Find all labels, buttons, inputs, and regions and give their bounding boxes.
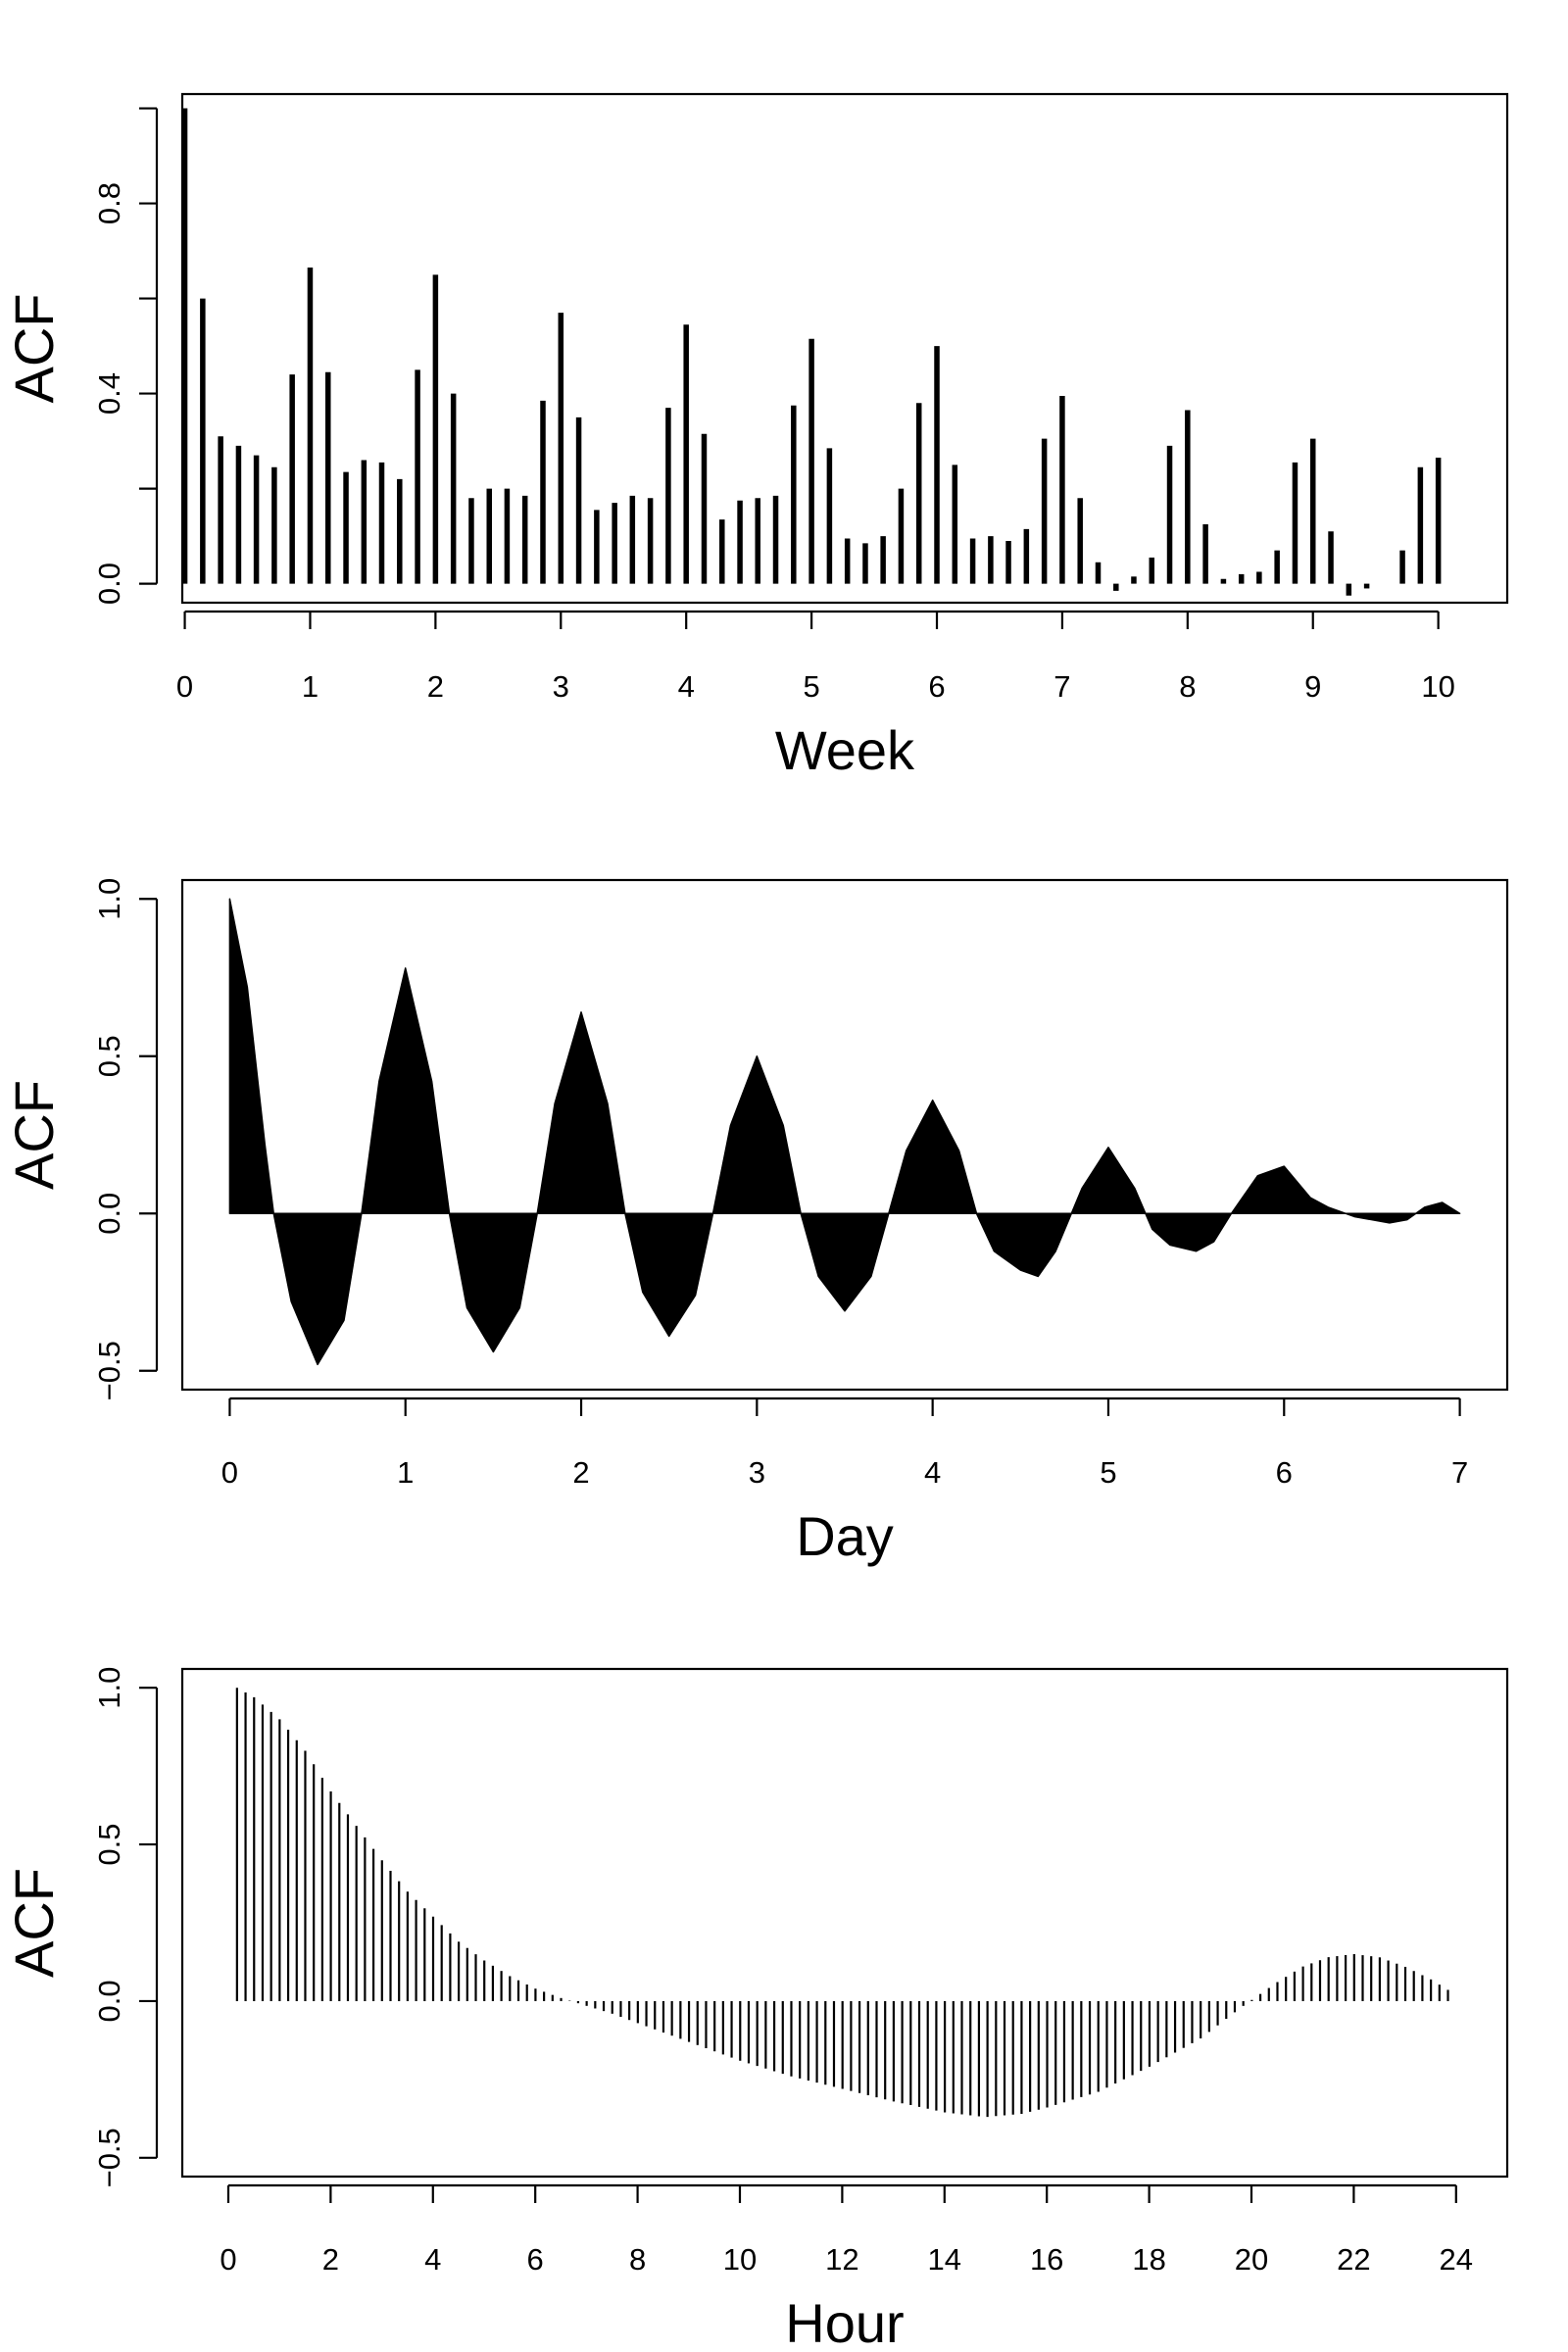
x-tick-label: 6 <box>527 2242 544 2277</box>
x-tick-label: 6 <box>928 669 945 704</box>
x-tick-label: 14 <box>928 2242 961 2277</box>
x-tick-label: 1 <box>397 1455 414 1490</box>
y-tick-label: 0.0 <box>92 563 126 605</box>
x-tick-label: 0 <box>221 1455 238 1490</box>
y-tick-label: 0.4 <box>92 372 126 415</box>
x-tick-label: 2 <box>322 2242 339 2277</box>
x-tick-label: 7 <box>1054 669 1070 704</box>
x-tick-label: 10 <box>723 2242 757 2277</box>
x-tick-label: 22 <box>1337 2242 1370 2277</box>
y-tick-label: 0.5 <box>92 1824 126 1866</box>
y-axis-title: ACF <box>3 1080 65 1190</box>
y-tick-label: 0.0 <box>92 1193 126 1235</box>
x-tick-label: 8 <box>1179 669 1196 704</box>
x-tick-label: 10 <box>1421 669 1454 704</box>
y-axis-title: ACF <box>3 1868 65 1978</box>
weekly-acf-panel: 0 1 2 3 4 5 6 7 8 9 10 0.0 0.4 0.8 Week ACF <box>3 92 1509 781</box>
x-tick-label: 16 <box>1030 2242 1063 2277</box>
x-tick-label: 0 <box>220 2242 236 2277</box>
x-tick-label: 2 <box>427 669 444 704</box>
x-tick-label: 4 <box>924 1455 941 1490</box>
x-tick-label: 12 <box>825 2242 858 2277</box>
x-tick-label: 6 <box>1276 1455 1293 1490</box>
x-tick-label: 7 <box>1451 1455 1468 1490</box>
acf-filled-area <box>228 898 1461 1366</box>
x-tick-label: 3 <box>553 669 569 704</box>
y-tick-label: −0.5 <box>92 1341 126 1400</box>
y-axis-title: ACF <box>3 294 65 404</box>
plot-frame <box>180 878 1509 1392</box>
x-tick-label: 0 <box>176 669 193 704</box>
hourly-acf-panel: 0 2 4 6 8 10 12 14 16 18 20 22 24−0.50.00.51.0HourAC… <box>3 1667 1509 2352</box>
y-tick-label: 1.0 <box>92 1667 126 1709</box>
y-tick-label: 0.5 <box>92 1035 126 1077</box>
y-tick-label: 0.8 <box>92 182 126 224</box>
y-tick-label: 0.0 <box>92 1980 126 2022</box>
x-axis-title: Week <box>775 719 915 781</box>
y-tick-label: −0.5 <box>92 2128 126 2187</box>
x-tick-label: 5 <box>803 669 819 704</box>
x-tick-label: 24 <box>1440 2242 1473 2277</box>
x-tick-label: 20 <box>1235 2242 1268 2277</box>
plot-frame <box>180 1667 1509 2179</box>
x-tick-label: 1 <box>302 669 318 704</box>
x-tick-label: 3 <box>749 1455 765 1490</box>
x-tick-label: 2 <box>572 1455 589 1490</box>
x-tick-label: 8 <box>629 2242 646 2277</box>
daily-acf-panel: 0 1 2 3 4 5 6 7 −0.5 0.0 0.5 1.0 Day ACF <box>3 878 1509 1567</box>
x-tick-label: 4 <box>424 2242 441 2277</box>
x-tick-label: 5 <box>1100 1455 1116 1490</box>
x-tick-label: 4 <box>678 669 695 704</box>
x-tick-label: 18 <box>1132 2242 1165 2277</box>
y-tick-label: 1.0 <box>92 878 126 920</box>
x-tick-label: 9 <box>1304 669 1321 704</box>
x-axis-title: Hour <box>785 2292 904 2352</box>
x-axis-title: Day <box>796 1505 894 1567</box>
